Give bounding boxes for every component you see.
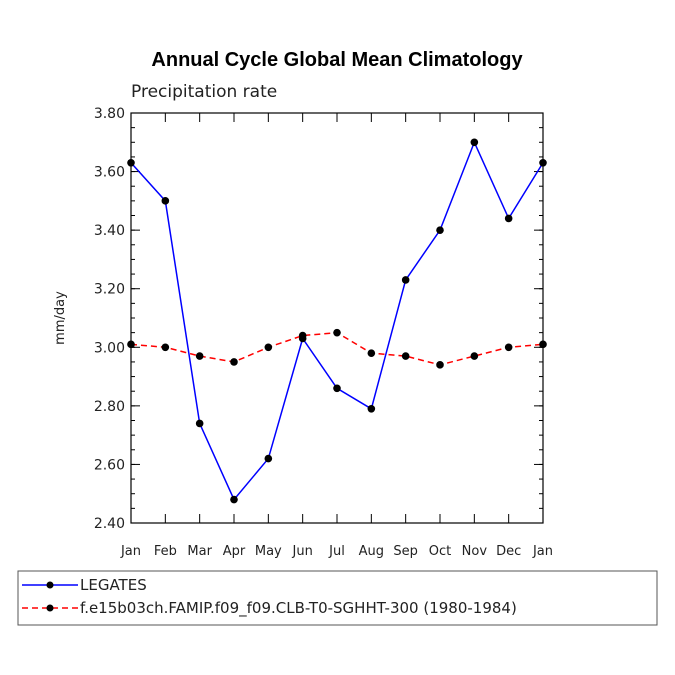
series-1-point xyxy=(539,340,547,349)
chart-title: Annual Cycle Global Mean Climatology xyxy=(151,49,523,71)
y-tick-label: 2.60 xyxy=(94,457,125,473)
series-0-point xyxy=(127,158,135,167)
legend-label-legates: LEGATES xyxy=(80,576,147,594)
plot-frame xyxy=(130,112,544,524)
series-1-point xyxy=(436,361,444,369)
legend-marker-model xyxy=(46,604,54,612)
series-1-point xyxy=(504,343,513,352)
series-0-point xyxy=(539,158,547,167)
series-0-point xyxy=(264,454,273,463)
x-tick-label: Jan xyxy=(120,544,141,559)
legend-entry-legates: LEGATES xyxy=(22,576,147,594)
x-tick-label: Apr xyxy=(223,544,246,559)
x-tick-label: Oct xyxy=(429,544,451,559)
series-0-point xyxy=(367,404,376,413)
series-1-point xyxy=(470,352,479,360)
series-1-point xyxy=(401,352,410,360)
y-tick-label: 3.20 xyxy=(94,282,125,298)
series-1-point xyxy=(230,358,238,366)
axis-ticks xyxy=(130,112,544,524)
chart-subtitle: Precipitation rate xyxy=(131,82,277,102)
x-tick-labels: Jan Feb Mar Apr May Jun Jul Aug Sep Oct Nov Dec Jan xyxy=(120,544,553,559)
y-tick-label: 3.00 xyxy=(94,340,125,356)
series-1-point xyxy=(195,352,204,360)
y-tick-label: 2.40 xyxy=(94,516,125,532)
x-tick-label: Feb xyxy=(154,544,177,559)
series-0-point xyxy=(470,138,479,147)
x-tick-label: Jan xyxy=(532,544,553,559)
series-1-point xyxy=(333,328,341,337)
x-tick-label: Jun xyxy=(292,544,313,559)
series-0-point xyxy=(161,197,170,205)
series-1-point xyxy=(298,331,307,340)
series-0-point xyxy=(333,384,341,393)
series-1-point xyxy=(127,340,135,349)
y-tick-labels: 2.40 2.60 2.80 3.00 3.20 3.40 3.60 3.80 xyxy=(94,106,125,532)
series-0-point xyxy=(436,226,444,234)
y-tick-label: 3.60 xyxy=(94,165,125,181)
series-line-0 xyxy=(130,140,544,501)
x-tick-label: Sep xyxy=(393,544,418,559)
series-1-point xyxy=(161,343,170,352)
series-0-point xyxy=(230,495,238,504)
x-tick-label: Jul xyxy=(328,544,345,559)
x-tick-label: Aug xyxy=(359,544,384,559)
series-1-point xyxy=(264,343,273,352)
legend-marker-legates xyxy=(46,581,54,589)
series-0-point xyxy=(195,419,204,428)
y-tick-label: 3.40 xyxy=(94,223,125,239)
x-tick-label: Nov xyxy=(462,544,488,559)
x-tick-label: Mar xyxy=(187,544,212,559)
series-layer xyxy=(127,138,547,504)
x-tick-label: May xyxy=(255,544,282,559)
legend-label-model: f.e15b03ch.FAMIP.f09_f09.CLB-T0-SGHHT-30… xyxy=(80,599,517,618)
series-0-point xyxy=(504,214,513,223)
x-tick-label: Dec xyxy=(496,544,521,559)
legend-box xyxy=(17,570,658,626)
series-1-point xyxy=(367,349,376,357)
legend-entry-model: f.e15b03ch.FAMIP.f09_f09.CLB-T0-SGHHT-30… xyxy=(22,599,517,618)
series-line-1 xyxy=(130,331,544,366)
y-axis-label: mm/day xyxy=(53,291,68,345)
y-tick-label: 2.80 xyxy=(94,399,125,415)
y-tick-label: 3.80 xyxy=(94,106,125,122)
series-0-point xyxy=(401,276,410,284)
